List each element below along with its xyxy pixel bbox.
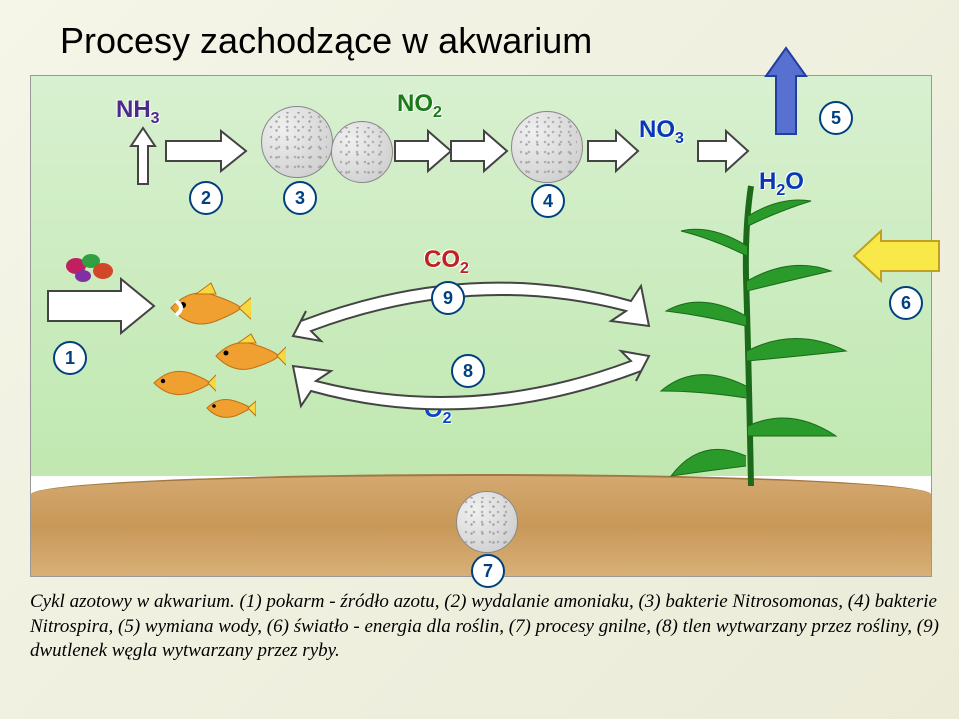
no3-sub: 3 [675, 130, 684, 147]
no3-text: NO [639, 116, 675, 143]
num-8: 8 [451, 354, 485, 388]
aquarium-diagram: NH3 NO2 NO3 H2O CO2 O2 [30, 75, 932, 577]
arrow-4-to-no3 [586, 126, 641, 176]
num-4: 4 [531, 184, 565, 218]
num-1: 1 [53, 341, 87, 375]
num-3: 3 [283, 181, 317, 215]
arrow-9-co2 [291, 266, 651, 346]
arrow-3to-no2 [393, 126, 453, 176]
caption-text: Cykl azotowy w akwarium. (1) pokarm - źr… [30, 590, 949, 664]
arrow-2 [161, 126, 251, 176]
bacteria-ball-4 [511, 111, 583, 183]
arrow-no3-to-5 [696, 126, 751, 176]
nh3-sub: 3 [151, 110, 160, 127]
arrow-5-up [761, 46, 811, 136]
arrow-no2-to-4 [449, 126, 509, 176]
bacteria-ball-3b [331, 121, 393, 183]
fish-2 [206, 331, 286, 381]
no3-label: NO3 [639, 116, 684, 148]
fish-1 [161, 281, 251, 336]
nh3-up-indicator [128, 126, 158, 186]
num-6: 6 [889, 286, 923, 320]
page-title: Procesy zachodzące w akwarium [0, 0, 959, 72]
nh3-text: NH [116, 96, 151, 123]
aquatic-plant [651, 176, 851, 496]
food-blobs [61, 251, 131, 291]
fish-4 [201, 391, 256, 426]
arrow-6-light [851, 226, 941, 286]
no2-text: NO [397, 90, 433, 117]
num-5: 5 [819, 101, 853, 135]
num-9: 9 [431, 281, 465, 315]
nh3-label: NH3 [116, 96, 160, 128]
num-2: 2 [189, 181, 223, 215]
bacteria-ball-3a [261, 106, 333, 178]
bacteria-ball-7 [456, 491, 518, 553]
no2-label: NO2 [397, 90, 442, 122]
num-7: 7 [471, 554, 505, 588]
no2-sub: 2 [433, 104, 442, 121]
